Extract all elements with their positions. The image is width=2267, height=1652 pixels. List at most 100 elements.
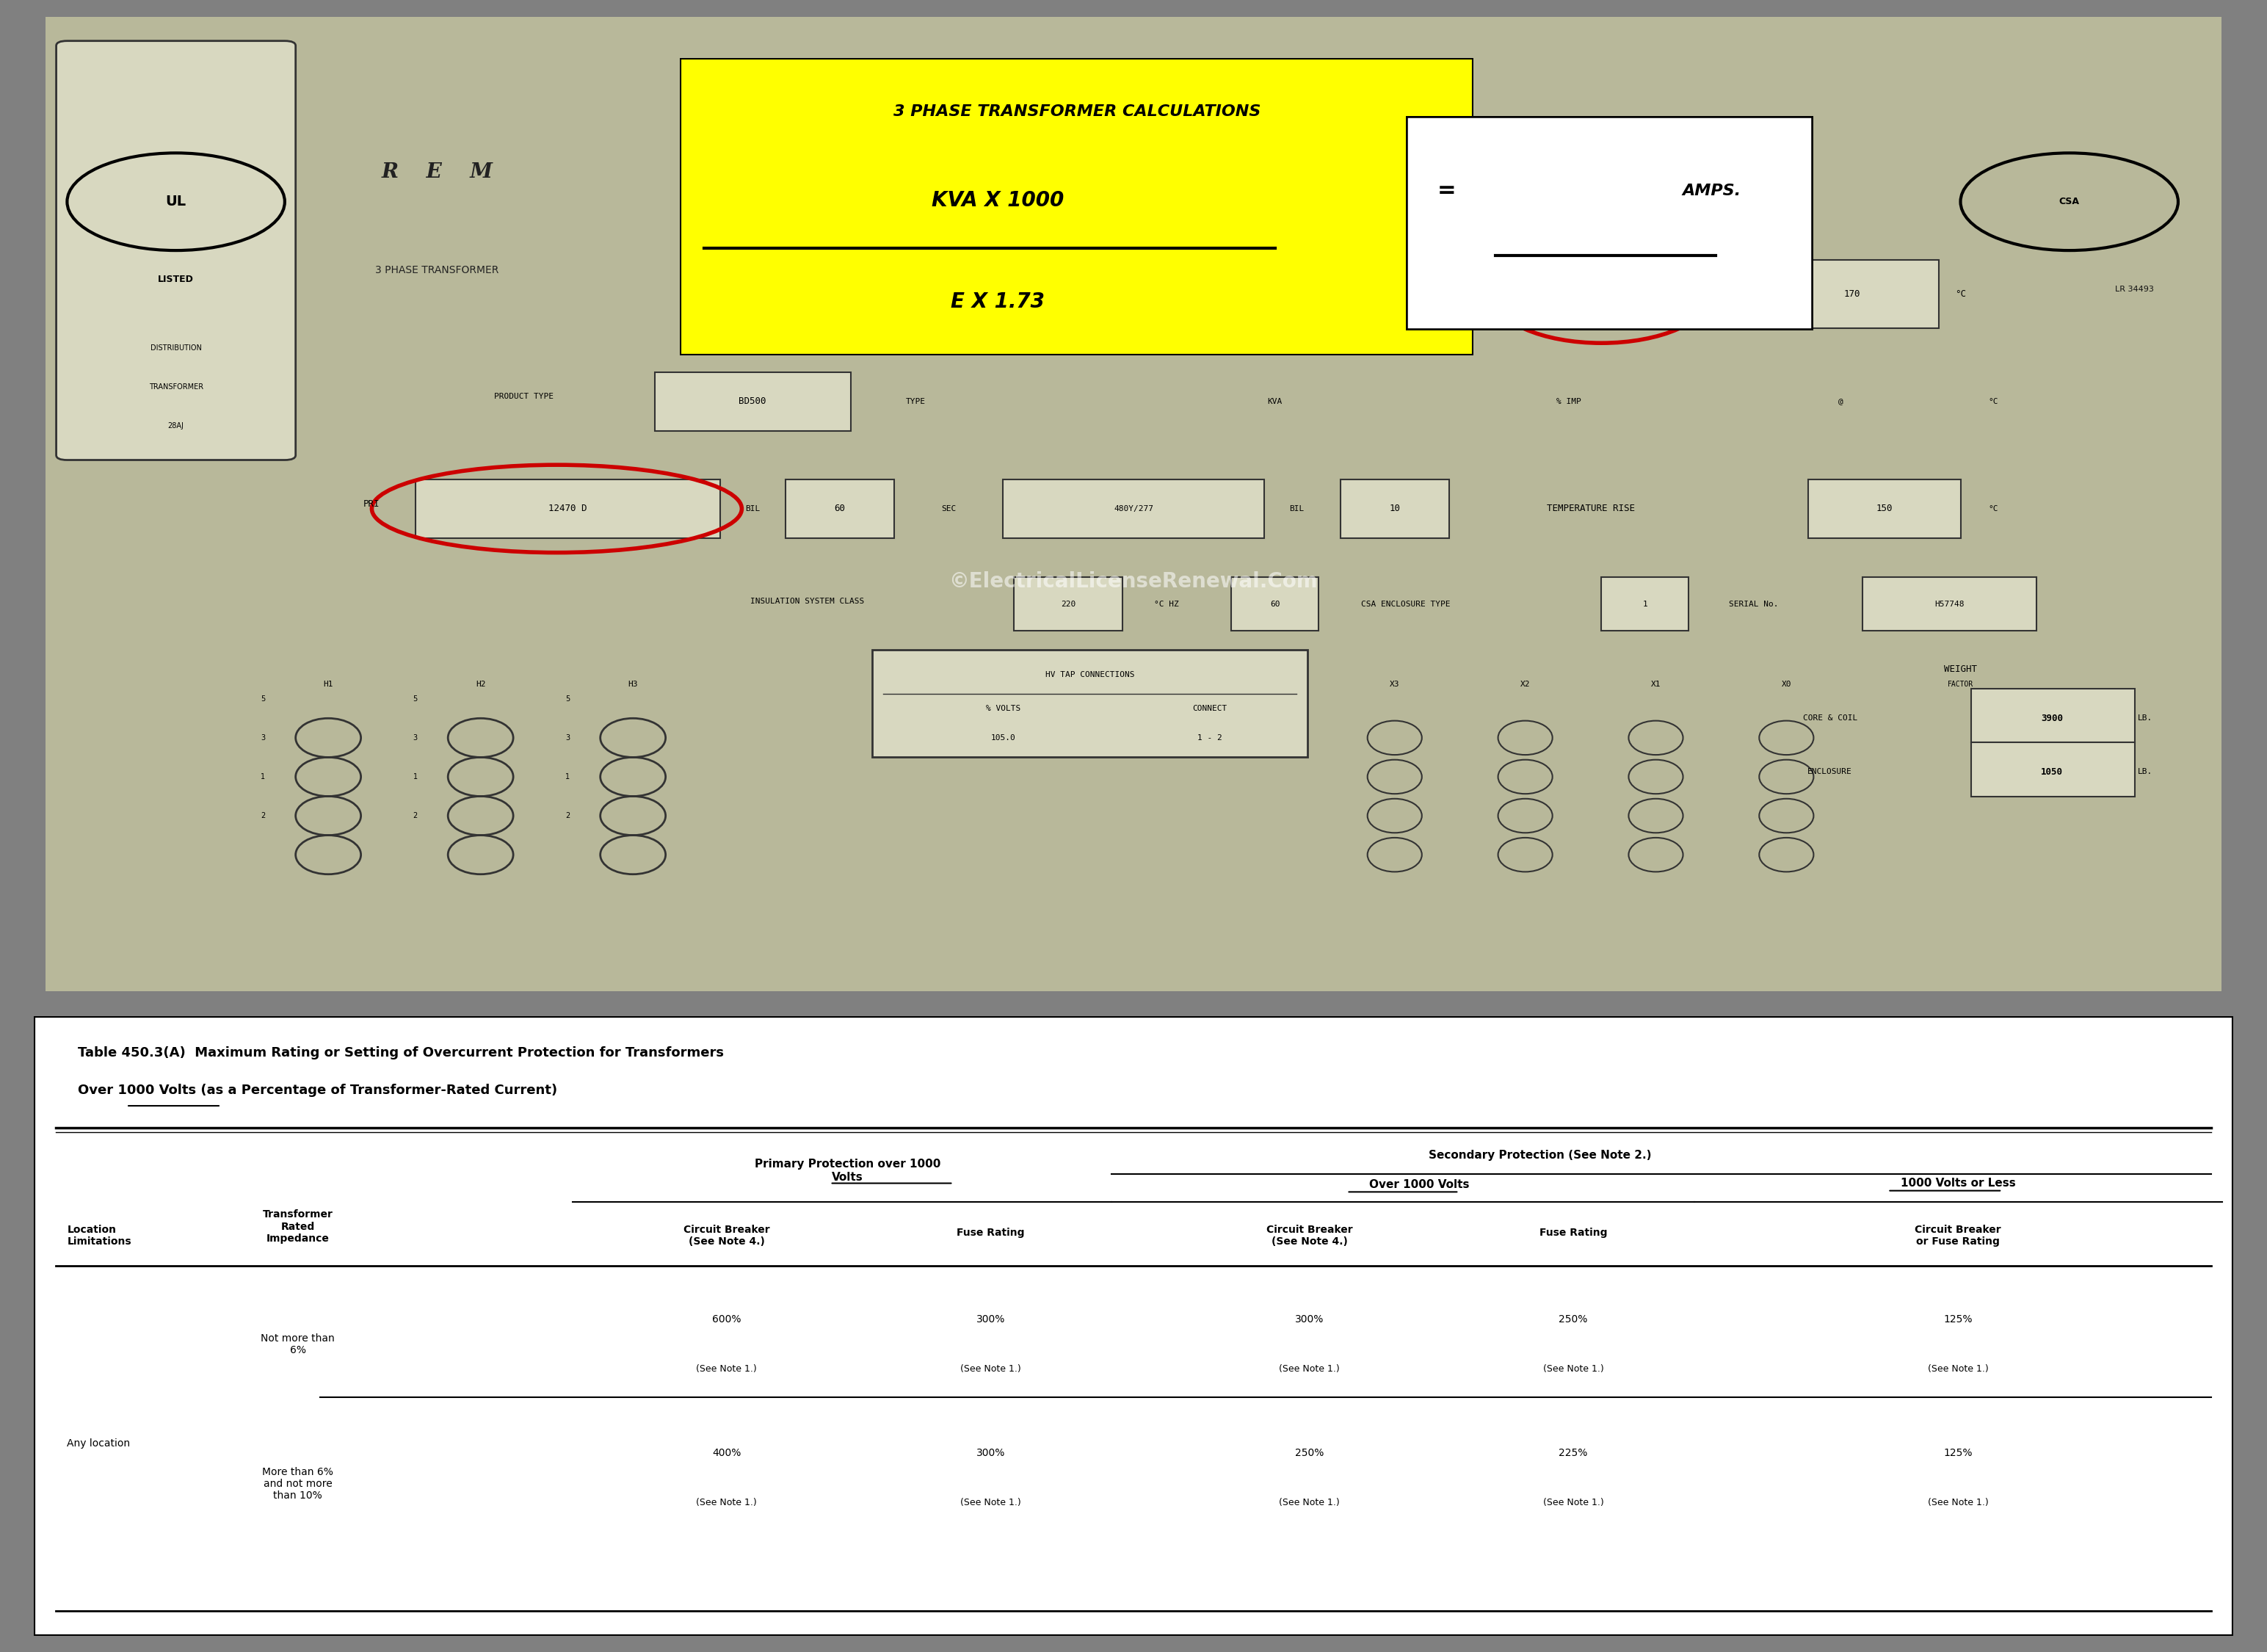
Text: 170: 170 <box>1843 289 1859 299</box>
Text: X1: X1 <box>1650 681 1662 687</box>
Text: (See Note 1.): (See Note 1.) <box>1544 1497 1603 1507</box>
Text: 150: 150 <box>1877 504 1893 514</box>
Text: (See Note 1.): (See Note 1.) <box>961 1497 1020 1507</box>
Text: 250%: 250% <box>1560 1315 1587 1325</box>
Text: AMPS.: AMPS. <box>1682 183 1741 198</box>
Text: 1: 1 <box>261 773 265 780</box>
Text: CSA: CSA <box>2058 197 2079 206</box>
FancyBboxPatch shape <box>1863 577 2036 631</box>
Text: °C: °C <box>1988 506 1997 512</box>
Text: 3900: 3900 <box>2040 714 2063 724</box>
Text: 12470 D: 12470 D <box>549 504 587 514</box>
Text: Location
Limitations: Location Limitations <box>68 1224 131 1247</box>
Text: X0: X0 <box>1782 681 1791 687</box>
Text: 105.0: 105.0 <box>991 733 1016 742</box>
FancyBboxPatch shape <box>873 649 1308 757</box>
FancyBboxPatch shape <box>1134 259 1351 329</box>
Text: Primary Protection over 1000
Volts: Primary Protection over 1000 Volts <box>755 1160 941 1183</box>
Text: 2: 2 <box>261 813 265 819</box>
Text: Secondary Protection (See Note 2.): Secondary Protection (See Note 2.) <box>1428 1150 1653 1161</box>
Text: (See Note 1.): (See Note 1.) <box>1279 1497 1340 1507</box>
FancyBboxPatch shape <box>1972 689 2136 743</box>
Text: Any location: Any location <box>68 1439 129 1449</box>
Text: DISTRIBUTION: DISTRIBUTION <box>150 344 202 352</box>
Text: 500: 500 <box>1233 289 1251 299</box>
Text: SEC: SEC <box>941 506 957 512</box>
Text: KVA X 1000: KVA X 1000 <box>932 190 1063 211</box>
Text: LB.: LB. <box>2138 768 2154 775</box>
FancyBboxPatch shape <box>1013 577 1122 631</box>
Text: KVA: KVA <box>1061 289 1077 299</box>
FancyBboxPatch shape <box>1340 479 1449 539</box>
FancyBboxPatch shape <box>1601 577 1689 631</box>
Text: Circuit Breaker
(See Note 4.): Circuit Breaker (See Note 4.) <box>685 1224 771 1247</box>
Text: % IMP: % IMP <box>1557 398 1580 405</box>
FancyBboxPatch shape <box>34 1016 2233 1635</box>
Text: 125%: 125% <box>1943 1315 1972 1325</box>
Text: 250%: 250% <box>1294 1447 1324 1457</box>
Text: X2: X2 <box>1521 681 1530 687</box>
Text: Circuit Breaker
or Fuse Rating: Circuit Breaker or Fuse Rating <box>1916 1224 2002 1247</box>
Text: (See Note 1.): (See Note 1.) <box>696 1497 757 1507</box>
Text: CONNECT: CONNECT <box>1192 705 1226 712</box>
FancyBboxPatch shape <box>784 479 893 539</box>
Text: LB.: LB. <box>2138 715 2154 722</box>
Text: Circuit Breaker
(See Note 4.): Circuit Breaker (See Note 4.) <box>1267 1224 1353 1247</box>
Text: 480Y/277: 480Y/277 <box>1113 506 1154 512</box>
Text: 5: 5 <box>413 695 417 702</box>
Text: E X 1.73: E X 1.73 <box>950 291 1045 312</box>
Text: ©ElectricalLicenseRenewal.Com: ©ElectricalLicenseRenewal.Com <box>950 572 1317 591</box>
FancyBboxPatch shape <box>23 7 2244 1001</box>
Text: 2: 2 <box>564 813 569 819</box>
Text: Transformer
Rated
Impedance: Transformer Rated Impedance <box>263 1209 333 1244</box>
Text: 1: 1 <box>564 773 569 780</box>
Text: 220: 220 <box>1061 601 1075 608</box>
Text: TYPE: TYPE <box>907 398 925 405</box>
Text: PRODUCT TYPE: PRODUCT TYPE <box>494 393 553 400</box>
Text: H2: H2 <box>476 681 485 687</box>
Text: LR 34493: LR 34493 <box>2115 286 2154 292</box>
Text: 1050: 1050 <box>2040 767 2063 776</box>
Text: BIL: BIL <box>746 506 759 512</box>
FancyBboxPatch shape <box>1972 743 2136 796</box>
Text: 600%: 600% <box>712 1315 741 1325</box>
Text: ENCLOSURE: ENCLOSURE <box>1807 768 1852 775</box>
Text: LISTED: LISTED <box>159 274 195 284</box>
Text: H3: H3 <box>628 681 637 687</box>
Text: More than 6%
and not more
than 10%: More than 6% and not more than 10% <box>263 1467 333 1500</box>
Text: (See Note 1.): (See Note 1.) <box>961 1365 1020 1374</box>
Text: 10: 10 <box>1390 504 1401 514</box>
Text: Over 1000 Volts (as a Percentage of Transformer-Rated Current): Over 1000 Volts (as a Percentage of Tran… <box>77 1084 558 1097</box>
Text: H57748: H57748 <box>1934 601 1965 608</box>
Text: KVA: KVA <box>1267 398 1283 405</box>
FancyBboxPatch shape <box>1231 577 1319 631</box>
Text: % VOLTS: % VOLTS <box>986 705 1020 712</box>
Text: 60: 60 <box>834 504 846 514</box>
Text: (See Note 1.): (See Note 1.) <box>696 1365 757 1374</box>
Text: R    E    M: R E M <box>381 162 492 182</box>
Text: 3: 3 <box>261 733 265 742</box>
Text: Fuse Rating: Fuse Rating <box>1539 1227 1607 1237</box>
Text: 225%: 225% <box>1560 1447 1587 1457</box>
Text: @: @ <box>1718 289 1723 299</box>
Text: BD500: BD500 <box>739 396 766 406</box>
Text: 125%: 125% <box>1943 1447 1972 1457</box>
Text: SERIAL No.: SERIAL No. <box>1730 601 1780 608</box>
FancyBboxPatch shape <box>655 372 850 431</box>
Text: DIVISION  OF  TRANSFACTOR  INDUSTRIES  INC.: DIVISION OF TRANSFACTOR INDUSTRIES INC. <box>1034 109 1322 119</box>
Text: HV TAP CONNECTIONS: HV TAP CONNECTIONS <box>1045 671 1134 677</box>
Text: °C: °C <box>1954 289 1965 299</box>
Text: % IMP: % IMP <box>1403 289 1430 299</box>
Text: CORE & COIL: CORE & COIL <box>1802 715 1857 722</box>
Text: 1: 1 <box>1644 601 1648 608</box>
FancyBboxPatch shape <box>1537 259 1709 329</box>
Text: 400%: 400% <box>712 1447 741 1457</box>
FancyBboxPatch shape <box>873 259 1047 329</box>
FancyBboxPatch shape <box>57 41 295 459</box>
Text: 1: 1 <box>413 773 417 780</box>
Text: TYPE: TYPE <box>818 284 839 294</box>
Text: (See Note 1.): (See Note 1.) <box>1544 1365 1603 1374</box>
Text: Not more than
6%: Not more than 6% <box>261 1333 336 1355</box>
Text: °C HZ: °C HZ <box>1154 601 1179 608</box>
Text: 3 PHASE TRANSFORMER: 3 PHASE TRANSFORMER <box>376 264 499 276</box>
